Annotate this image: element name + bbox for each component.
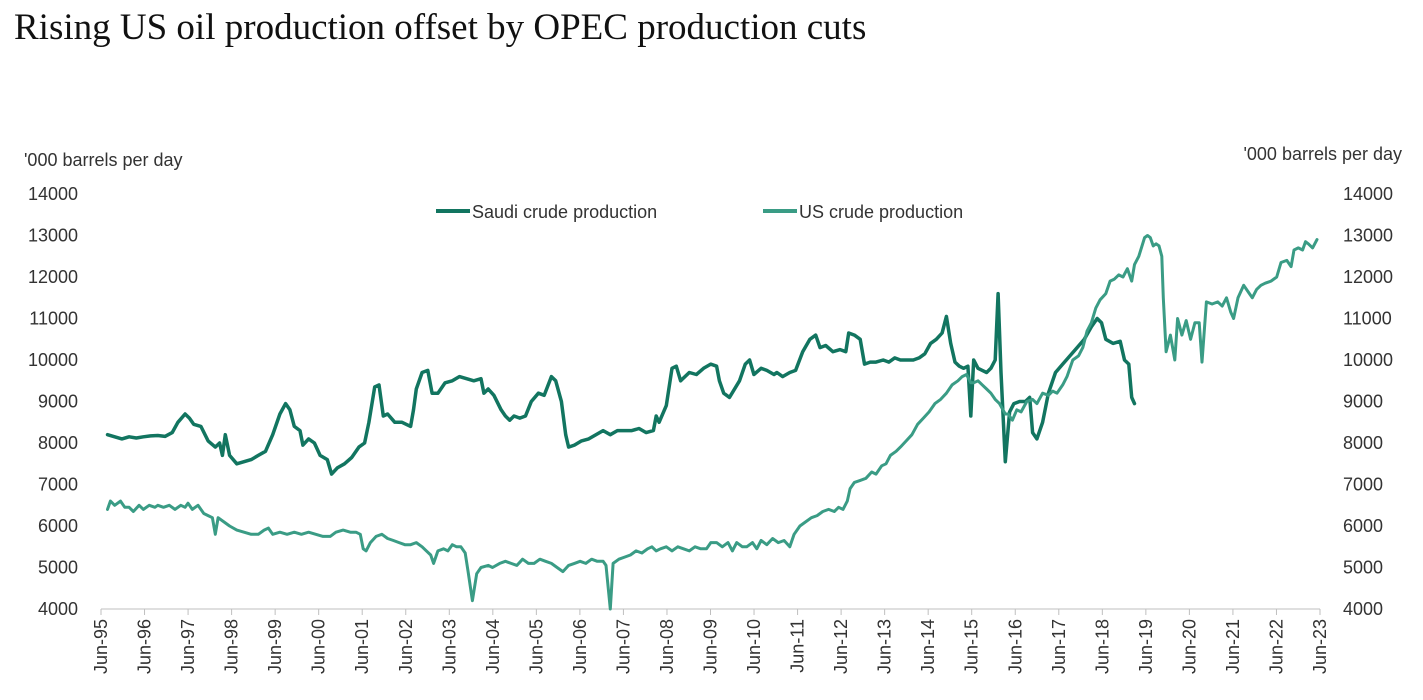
x-tick-label: Jun-16 — [1005, 619, 1025, 674]
us-production-line — [106, 234, 1319, 611]
x-tick-label: Jun-01 — [352, 619, 372, 674]
x-tick-label: Jun-12 — [831, 619, 851, 674]
y-tick-left: 8000 — [38, 433, 78, 453]
y-tick-right: 12000 — [1343, 267, 1393, 287]
x-tick-label: Jun-03 — [439, 619, 459, 674]
y-tick-right: 5000 — [1343, 558, 1383, 578]
y-tick-right: 14000 — [1343, 184, 1393, 204]
x-tick-label: Jun-05 — [526, 619, 546, 674]
x-tick-label: Jun-11 — [788, 619, 808, 673]
axes: 4000 4000 5000 5000 6000 6000 7000 7000 8000 8000… — [28, 184, 1393, 674]
y-tick-left: 13000 — [28, 226, 78, 246]
y-tick-right: 9000 — [1343, 392, 1383, 412]
y-tick-left: 9000 — [38, 392, 78, 412]
x-tick-label: Jun-09 — [701, 619, 721, 674]
left-axis-label: '000 barrels per day — [24, 150, 183, 170]
x-tick-label: Jun-98 — [222, 619, 242, 674]
x-tick-label: Jun-21 — [1223, 619, 1243, 674]
legend-label-saudi: Saudi crude production — [472, 202, 657, 222]
y-tick-right: 7000 — [1343, 475, 1383, 495]
y-tick-right: 8000 — [1343, 433, 1383, 453]
x-tick-label: Jun-22 — [1266, 619, 1286, 674]
chart-title: Rising US oil production offset by OPEC … — [14, 7, 867, 48]
y-tick-left: 11000 — [29, 309, 78, 329]
x-tick-label: Jun-00 — [309, 619, 329, 674]
y-tick-right: 4000 — [1343, 599, 1383, 619]
x-tick-label: Jun-18 — [1092, 619, 1112, 674]
y-tick-right: 6000 — [1343, 516, 1383, 536]
y-tick-right: 13000 — [1343, 226, 1393, 246]
series-lines — [105, 234, 1319, 611]
x-tick-label: Jun-97 — [178, 619, 198, 674]
x-tick-label: Jun-13 — [875, 619, 895, 674]
y-tick-left: 7000 — [38, 475, 78, 495]
x-tick-label: Jun-19 — [1136, 619, 1156, 674]
x-tick-label: Jun-06 — [570, 619, 590, 674]
x-tick-label: Jun-14 — [918, 619, 938, 674]
legend: Saudi crude production US crude producti… — [436, 202, 963, 222]
x-tick-label: Jun-15 — [962, 619, 982, 674]
legend-label-us: US crude production — [799, 202, 963, 222]
y-tick-left: 6000 — [38, 516, 78, 536]
x-tick-label: Jun-07 — [613, 619, 633, 674]
x-tick-label: Jun-20 — [1179, 619, 1199, 674]
y-tick-right: 10000 — [1343, 350, 1393, 370]
y-tick-left: 10000 — [28, 350, 78, 370]
x-tick-label: Jun-17 — [1049, 619, 1069, 674]
y-tick-left: 12000 — [28, 267, 78, 287]
x-tick-label: Jun-02 — [396, 619, 416, 674]
y-tick-left: 4000 — [38, 599, 78, 619]
saudi-production-line — [105, 291, 1137, 476]
right-axis-label: '000 barrels per day — [1243, 144, 1402, 164]
x-tick-label: Jun-08 — [657, 619, 677, 674]
y-tick-left: 14000 — [28, 184, 78, 204]
x-tick-label: Jun-04 — [483, 619, 503, 674]
x-tick-label: Jun-10 — [744, 619, 764, 674]
x-tick-label: Jun-99 — [265, 619, 285, 674]
x-tick-label: Jun-95 — [91, 619, 111, 674]
y-tick-left: 5000 — [38, 558, 78, 578]
x-tick-label: Jun-23 — [1310, 619, 1330, 674]
y-tick-right: 11000 — [1343, 309, 1392, 329]
x-tick-label: Jun-96 — [135, 619, 155, 674]
